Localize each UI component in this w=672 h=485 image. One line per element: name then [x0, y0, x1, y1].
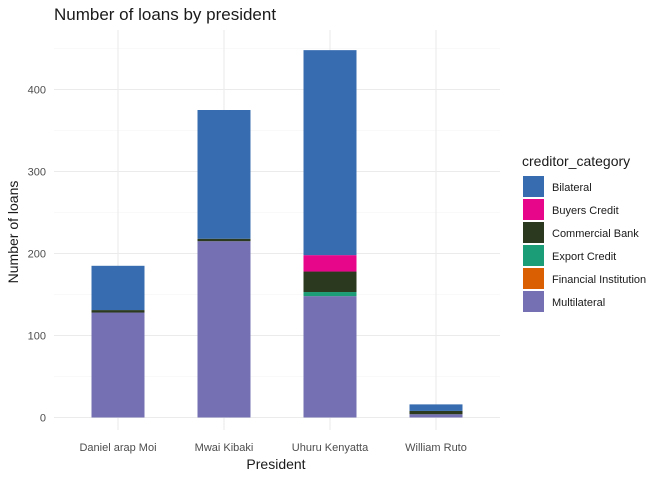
bar-segment	[91, 312, 145, 418]
legend-key	[523, 199, 544, 220]
bar-segment	[303, 50, 357, 256]
bar-segment	[91, 310, 145, 313]
axes: 0 100 200 300 400 Daniel arap Moi Mwai Kibaki U…	[28, 85, 467, 455]
y-tick-label: 300	[28, 167, 46, 179]
legend-key	[523, 176, 544, 197]
bar-segment	[197, 238, 251, 242]
y-tick-label: 0	[40, 413, 46, 425]
x-tick-label: William Ruto	[405, 442, 467, 454]
bar-segment	[409, 410, 463, 415]
bar-segment	[91, 265, 145, 311]
legend-label: Financial Institution	[552, 274, 646, 286]
legend-label: Commercial Bank	[552, 228, 639, 240]
bar-segment	[409, 404, 463, 411]
bar-segment	[303, 255, 357, 272]
bar-segment	[197, 110, 251, 239]
legend-key	[523, 222, 544, 243]
bar-segment	[303, 292, 357, 297]
chart-title: Number of loans by president	[54, 5, 276, 24]
x-tick-label: Daniel arap Moi	[79, 442, 156, 454]
bar-segment	[409, 414, 463, 418]
bar-segment	[303, 271, 357, 293]
legend-label: Bilateral	[552, 182, 592, 194]
y-tick-label: 200	[28, 249, 46, 261]
legend-key	[523, 245, 544, 266]
x-axis-label: President	[246, 456, 305, 472]
legend-title: creditor_category	[522, 153, 630, 169]
y-axis-label: Number of loans	[5, 181, 21, 284]
legend-key	[523, 291, 544, 312]
legend-key	[523, 268, 544, 289]
bars	[91, 50, 463, 418]
x-tick-label: Mwai Kibaki	[195, 442, 254, 454]
legend-label: Export Credit	[552, 251, 616, 263]
bar-segment	[197, 241, 251, 418]
legend: creditor_category Bilateral Buyers Credit…	[522, 153, 646, 312]
y-tick-label: 100	[28, 331, 46, 343]
x-tick-label: Uhuru Kenyatta	[292, 442, 369, 454]
bar-segment	[303, 296, 357, 418]
legend-label: Buyers Credit	[552, 205, 619, 217]
legend-label: Multilateral	[552, 297, 605, 309]
y-tick-label: 400	[28, 85, 46, 97]
